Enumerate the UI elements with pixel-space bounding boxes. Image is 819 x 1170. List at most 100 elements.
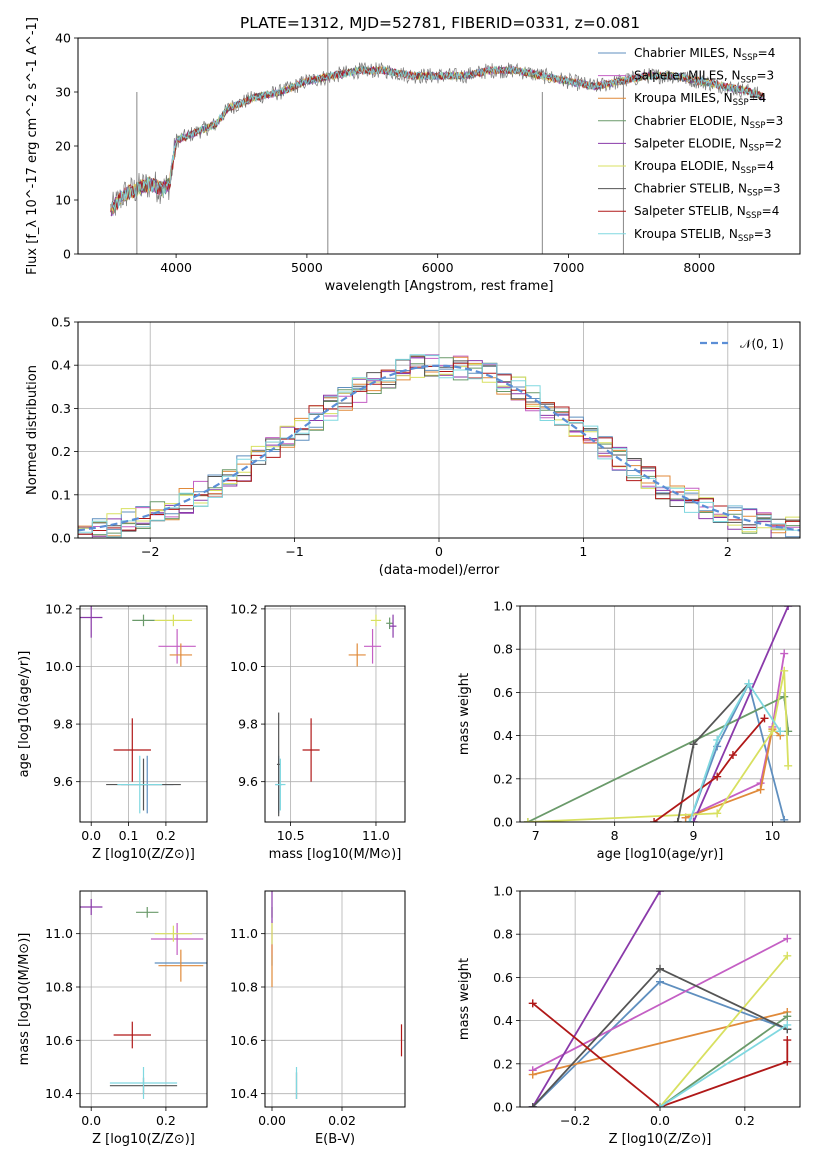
x-tick-label: 0.0 [81, 1113, 101, 1128]
weight-marker [673, 818, 682, 822]
y-tick-label: 0.4 [493, 728, 513, 743]
weight-marker [780, 649, 789, 658]
plot-area-weight_vs_age [523, 606, 793, 822]
x-tick-label: 5000 [291, 260, 323, 275]
plot-area-mass_vs_ebv [271, 891, 403, 1099]
x-axis-label: Z [log10(Z/Z⊙)] [92, 847, 195, 862]
weight-marker [713, 809, 722, 818]
weight-line [532, 1011, 788, 1076]
x-tick-label: 9 [690, 828, 698, 843]
x-axis-label: wavelength [Angstrom, rest frame] [325, 279, 554, 294]
y-tick-label: 11.0 [230, 926, 258, 941]
legend-entry: 𝒩(0, 1) [740, 337, 784, 351]
weight-marker [783, 1012, 792, 1021]
x-axis-label: Z [log10(Z/Z⊙)] [609, 1132, 712, 1147]
residuals-legend: 𝒩(0, 1) [700, 337, 784, 351]
y-tick-label: 9.6 [238, 774, 258, 789]
plot-area-mass_vs_Z [80, 899, 207, 1099]
weight-marker [784, 606, 793, 610]
weight-line [688, 682, 782, 822]
y-tick-label: 0.4 [51, 358, 71, 373]
panel-mass_vs_ebv: 0.00 0.02 10.4 10.6 10.8 11.0 E(B-V) [230, 890, 406, 1147]
y-tick-label: 0.0 [493, 1100, 513, 1115]
weight-marker [528, 1103, 537, 1107]
y-tick-label: 0.0 [493, 815, 513, 830]
plot-area-spectrum [110, 38, 765, 254]
y-tick-label: 10.6 [230, 1033, 258, 1048]
legend-entry: Kroupa MILES, NSSP=4 [634, 91, 766, 108]
weight-line [531, 891, 661, 1107]
x-tick-label: 11.0 [362, 828, 390, 843]
y-axis-label: mass [log10(M/M⊙)] [17, 933, 32, 1066]
y-tick-label: 9.6 [53, 774, 73, 789]
axes-frame [519, 605, 801, 823]
weight-marker [689, 740, 698, 749]
spectrum-legend: Chabrier MILES, NSSP=4 Salpeter MILES, NS… [598, 46, 783, 244]
y-tick-label: 0.8 [493, 642, 513, 657]
y-tick-label: 0.8 [493, 927, 513, 942]
plot-area-residuals [78, 354, 800, 538]
weight-line [527, 695, 790, 822]
x-axis-label: Z [log10(Z/Z⊙)] [92, 1132, 195, 1147]
x-tick-label: 1 [579, 544, 587, 559]
weight-marker [713, 735, 722, 744]
weight-marker [776, 727, 785, 736]
y-tick-label: 1.0 [493, 599, 513, 614]
y-axis-label: Flux [f_λ 10^-17 erg cm^-2 s^-1 A^-1] [25, 17, 40, 275]
y-tick-label: 10.0 [45, 659, 73, 674]
weight-marker [768, 727, 777, 736]
x-axis-label: age [log10(age/yr)] [597, 847, 724, 862]
y-tick-label: 10.2 [45, 601, 73, 616]
axes-frame [519, 890, 801, 1108]
y-tick-label: 0.5 [51, 315, 71, 330]
y-tick-label: 0 [63, 247, 71, 262]
x-axis-label: mass [log10(M/M⊙)] [269, 847, 402, 862]
x-tick-label: −0.2 [560, 1113, 590, 1128]
y-tick-label: 10.2 [230, 601, 258, 616]
y-tick-label: 10.8 [230, 980, 258, 995]
y-tick-label: 0.0 [51, 531, 71, 546]
x-tick-label: −2 [141, 544, 159, 559]
x-tick-label: 0 [435, 544, 443, 559]
axes-frame [79, 605, 208, 823]
weight-marker [760, 714, 769, 723]
weight-marker [528, 999, 537, 1008]
weight-marker [650, 818, 659, 822]
y-tick-label: 20 [55, 139, 71, 154]
plot-area-age_vs_Z [80, 606, 196, 814]
weight-marker [783, 951, 792, 960]
y-tick-label: 0.2 [51, 444, 71, 459]
y-axis-label: mass weight [457, 958, 472, 1040]
legend-entry: Salpeter ELODIE, NSSP=2 [634, 136, 782, 153]
weight-marker [656, 1103, 664, 1107]
weight-line [653, 717, 766, 822]
y-tick-label: 10.4 [45, 1086, 73, 1101]
weight-line [659, 955, 788, 1107]
x-tick-label: 7 [532, 828, 540, 843]
weight-line [685, 727, 781, 819]
y-tick-label: 11.0 [45, 926, 73, 941]
y-tick-label: 0.3 [51, 401, 71, 416]
legend-entry: Kroupa STELIB, NSSP=3 [634, 227, 772, 244]
x-tick-label: 0.2 [156, 1113, 176, 1128]
weight-marker [728, 751, 737, 760]
plot-area-weight_vs_Z [528, 891, 792, 1107]
weight-marker [713, 772, 722, 781]
x-tick-label: 0.0 [650, 1113, 670, 1128]
weight-marker [685, 818, 694, 822]
weight-marker [656, 964, 664, 973]
x-axis-label: E(B-V) [315, 1132, 355, 1147]
legend-entry: Salpeter STELIB, NSSP=4 [634, 204, 779, 221]
y-tick-label: 10 [55, 193, 71, 208]
weight-marker [784, 761, 793, 770]
panels: 4000 5000 6000 7000 8000010203040wavelength … [17, 17, 801, 1147]
y-tick-label: 10.8 [45, 980, 73, 995]
weight-line [692, 606, 790, 822]
y-tick-label: 10.6 [45, 1033, 73, 1048]
y-tick-label: 0.6 [493, 685, 513, 700]
x-tick-label: 8000 [683, 260, 715, 275]
panel-age_vs_mass: 10.5 11.0 9.6 9.8 10.0 10.2 mass [log10(M/M⊙)] [230, 601, 406, 862]
weight-marker [744, 679, 753, 688]
y-tick-label: 10.4 [230, 1086, 258, 1101]
